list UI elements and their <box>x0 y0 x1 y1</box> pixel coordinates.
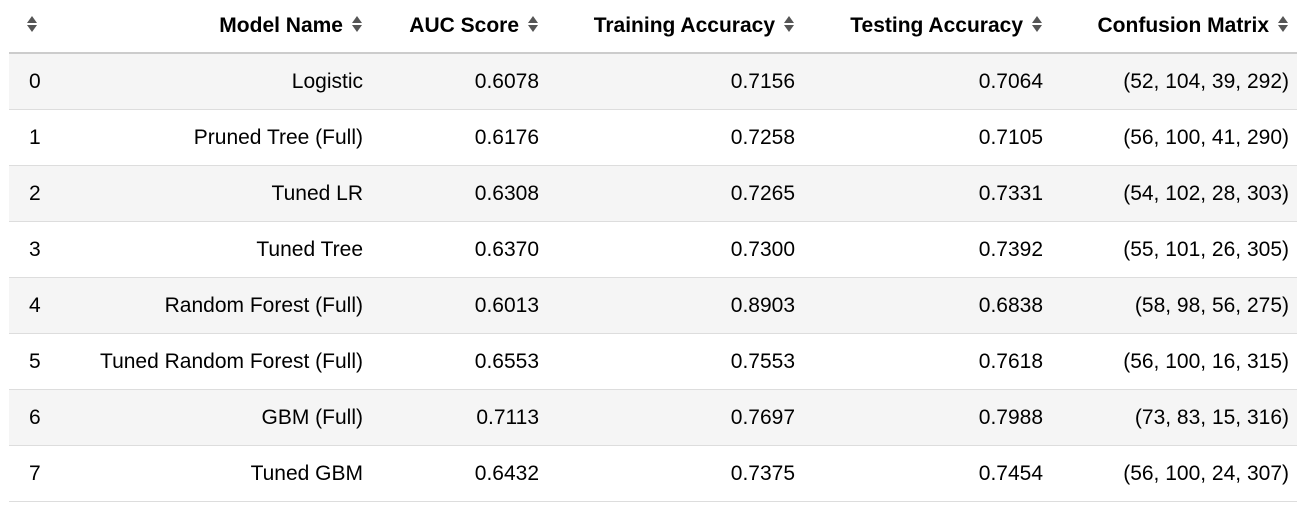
sort-icon[interactable] <box>351 15 363 33</box>
header-row: Model Name AUC Score Training Accuracy T… <box>9 0 1297 54</box>
auc-score-cell: 0.6078 <box>371 53 547 110</box>
auc-score-cell: 0.6176 <box>371 109 547 166</box>
training-accuracy-cell: 0.7300 <box>547 221 803 278</box>
confusion-matrix-cell: (52, 104, 39, 292) <box>1051 53 1297 110</box>
column-header-label: Training Accuracy <box>593 14 775 37</box>
table-row: 1 Pruned Tree (Full) 0.6176 0.7258 0.710… <box>9 109 1297 166</box>
sort-icon[interactable] <box>26 15 38 33</box>
model-name-cell: Tuned Random Forest (Full) <box>59 333 371 390</box>
model-name-cell: Tuned GBM <box>59 445 371 502</box>
row-index: 4 <box>9 277 59 334</box>
table-row: 0 Logistic 0.6078 0.7156 0.7064 (52, 104… <box>9 53 1297 110</box>
sort-icon[interactable] <box>527 15 539 33</box>
testing-accuracy-cell: 0.7064 <box>803 53 1051 110</box>
column-header[interactable]: AUC Score <box>371 0 547 54</box>
row-index: 2 <box>9 165 59 222</box>
results-table: Model Name AUC Score Training Accuracy T… <box>9 0 1297 502</box>
table-body: 0 Logistic 0.6078 0.7156 0.7064 (52, 104… <box>9 53 1297 502</box>
column-header[interactable]: Training Accuracy <box>547 0 803 54</box>
row-index: 0 <box>9 53 59 110</box>
testing-accuracy-cell: 0.7618 <box>803 333 1051 390</box>
index-header[interactable] <box>9 0 59 54</box>
table-header: Model Name AUC Score Training Accuracy T… <box>9 0 1297 54</box>
row-index: 7 <box>9 445 59 502</box>
auc-score-cell: 0.6370 <box>371 221 547 278</box>
sort-icon[interactable] <box>1031 15 1043 33</box>
column-header-label: Confusion Matrix <box>1097 14 1270 37</box>
row-index: 5 <box>9 333 59 390</box>
confusion-matrix-cell: (73, 83, 15, 316) <box>1051 389 1297 446</box>
testing-accuracy-cell: 0.7454 <box>803 445 1051 502</box>
testing-accuracy-cell: 0.7105 <box>803 109 1051 166</box>
table-row: 7 Tuned GBM 0.6432 0.7375 0.7454 (56, 10… <box>9 445 1297 502</box>
row-index: 6 <box>9 389 59 446</box>
training-accuracy-cell: 0.7258 <box>547 109 803 166</box>
testing-accuracy-cell: 0.7988 <box>803 389 1051 446</box>
table-row: 3 Tuned Tree 0.6370 0.7300 0.7392 (55, 1… <box>9 221 1297 278</box>
confusion-matrix-cell: (54, 102, 28, 303) <box>1051 165 1297 222</box>
column-header[interactable]: Testing Accuracy <box>803 0 1051 54</box>
model-name-cell: Logistic <box>59 53 371 110</box>
confusion-matrix-cell: (56, 100, 24, 307) <box>1051 445 1297 502</box>
confusion-matrix-cell: (56, 100, 41, 290) <box>1051 109 1297 166</box>
confusion-matrix-cell: (55, 101, 26, 305) <box>1051 221 1297 278</box>
auc-score-cell: 0.6308 <box>371 165 547 222</box>
column-header[interactable]: Model Name <box>59 0 371 54</box>
column-header-label: Testing Accuracy <box>850 14 1023 37</box>
confusion-matrix-cell: (58, 98, 56, 275) <box>1051 277 1297 334</box>
sort-icon[interactable] <box>1277 15 1289 33</box>
table-row: 2 Tuned LR 0.6308 0.7265 0.7331 (54, 102… <box>9 165 1297 222</box>
row-index: 1 <box>9 109 59 166</box>
training-accuracy-cell: 0.7265 <box>547 165 803 222</box>
row-index: 3 <box>9 221 59 278</box>
auc-score-cell: 0.6553 <box>371 333 547 390</box>
column-header-label: Model Name <box>219 14 343 37</box>
confusion-matrix-cell: (56, 100, 16, 315) <box>1051 333 1297 390</box>
testing-accuracy-cell: 0.7392 <box>803 221 1051 278</box>
training-accuracy-cell: 0.7156 <box>547 53 803 110</box>
auc-score-cell: 0.7113 <box>371 389 547 446</box>
column-header-label: AUC Score <box>409 14 519 37</box>
table-row: 4 Random Forest (Full) 0.6013 0.8903 0.6… <box>9 277 1297 334</box>
auc-score-cell: 0.6432 <box>371 445 547 502</box>
column-header[interactable]: Confusion Matrix <box>1051 0 1297 54</box>
sort-icon[interactable] <box>783 15 795 33</box>
table-row: 5 Tuned Random Forest (Full) 0.6553 0.75… <box>9 333 1297 390</box>
table-row: 6 GBM (Full) 0.7113 0.7697 0.7988 (73, 8… <box>9 389 1297 446</box>
training-accuracy-cell: 0.7553 <box>547 333 803 390</box>
model-name-cell: Tuned LR <box>59 165 371 222</box>
training-accuracy-cell: 0.7375 <box>547 445 803 502</box>
model-name-cell: Tuned Tree <box>59 221 371 278</box>
model-name-cell: Random Forest (Full) <box>59 277 371 334</box>
training-accuracy-cell: 0.8903 <box>547 277 803 334</box>
testing-accuracy-cell: 0.7331 <box>803 165 1051 222</box>
auc-score-cell: 0.6013 <box>371 277 547 334</box>
model-name-cell: GBM (Full) <box>59 389 371 446</box>
model-name-cell: Pruned Tree (Full) <box>59 109 371 166</box>
testing-accuracy-cell: 0.6838 <box>803 277 1051 334</box>
training-accuracy-cell: 0.7697 <box>547 389 803 446</box>
